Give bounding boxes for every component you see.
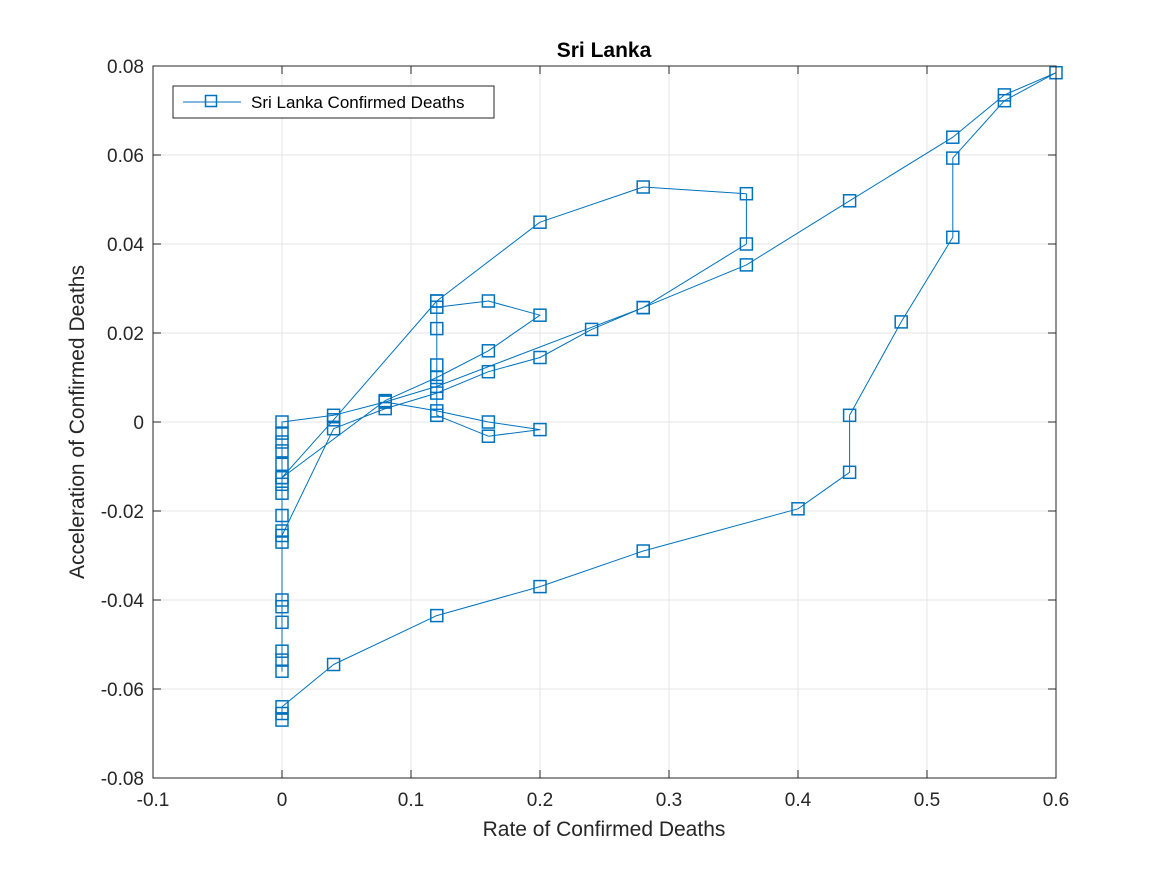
x-tick-label: 0.5	[914, 790, 940, 811]
data-point-marker	[894, 315, 908, 329]
legend: Sri Lanka Confirmed Deaths	[172, 85, 495, 119]
y-tick-label: 0	[133, 413, 144, 434]
data-point-marker	[533, 215, 547, 229]
data-point-marker	[430, 294, 444, 308]
data-point-marker	[275, 700, 289, 714]
data-point-marker	[275, 644, 289, 658]
data-point-marker	[430, 379, 444, 394]
legend-marker-square	[204, 94, 218, 108]
data-point-marker	[481, 415, 496, 429]
data-point-marker	[739, 258, 754, 272]
data-series-layer	[275, 65, 1063, 727]
x-tick-label: 0.6	[1043, 790, 1069, 811]
data-point-marker	[584, 322, 599, 337]
data-point-marker	[430, 608, 444, 623]
data-point-marker	[533, 579, 547, 594]
y-tick-label: -0.08	[101, 769, 144, 790]
x-axis-label: Rate of Confirmed Deaths	[483, 818, 726, 841]
data-point-marker	[533, 350, 547, 365]
data-point-marker	[739, 186, 754, 201]
x-tick-label: 0.1	[398, 790, 424, 811]
data-point-marker	[533, 308, 547, 322]
data-point-marker	[997, 88, 1012, 102]
data-point-marker	[275, 653, 289, 667]
data-point-marker	[739, 237, 754, 251]
data-point-marker	[275, 615, 289, 630]
data-point-marker	[481, 294, 496, 308]
y-tick-label: 0.02	[107, 324, 144, 345]
data-point-marker	[842, 465, 857, 480]
y-tick-label: -0.04	[101, 591, 145, 612]
data-point-marker	[275, 535, 289, 549]
x-tick-label: 0	[277, 790, 288, 811]
data-point-marker	[430, 404, 444, 418]
data-point-marker	[636, 180, 650, 194]
series-line	[281, 72, 1057, 721]
data-point-marker	[946, 130, 960, 144]
data-point-marker	[481, 344, 496, 358]
data-point-marker	[275, 664, 289, 678]
data-point-marker	[275, 508, 289, 523]
data-point-marker	[275, 426, 289, 440]
data-point-marker	[275, 457, 289, 472]
data-point-marker	[275, 444, 289, 458]
data-point-marker	[326, 421, 341, 436]
data-point-marker	[275, 593, 289, 607]
data-point-marker	[275, 524, 289, 538]
data-point-marker	[275, 435, 289, 449]
data-point-marker	[326, 413, 341, 427]
data-point-marker	[842, 194, 857, 208]
data-point-marker	[636, 544, 650, 558]
data-point-marker	[636, 300, 650, 315]
y-tick-label: 0.06	[107, 146, 144, 167]
data-point-marker	[326, 657, 341, 672]
data-point-marker	[946, 230, 960, 245]
x-tick-label: 0.3	[656, 790, 682, 811]
y-tick-label: 0.08	[107, 57, 144, 78]
y-tick-label: -0.06	[101, 680, 144, 701]
data-point-marker	[275, 415, 289, 429]
y-tick-label: -0.02	[101, 502, 144, 523]
data-point-marker	[533, 422, 547, 437]
data-point-marker	[275, 470, 289, 485]
data-point-marker	[430, 321, 444, 336]
chart-title: Sri Lanka	[557, 39, 652, 62]
y-tick-label: 0.04	[107, 235, 144, 256]
data-point-marker	[378, 395, 392, 409]
data-point-marker	[430, 358, 444, 372]
data-point-marker	[275, 486, 289, 500]
x-tick-label: 0.2	[527, 790, 553, 811]
y-axis-label: Acceleration of Confirmed Deaths	[66, 265, 89, 579]
tick-marks	[152, 65, 1057, 779]
data-point-marker	[481, 364, 496, 379]
data-point-marker	[946, 151, 960, 165]
data-point-marker	[791, 502, 805, 516]
data-point-marker	[481, 429, 496, 443]
legend-label: Sri Lanka Confirmed Deaths	[251, 93, 465, 112]
data-point-marker	[842, 408, 857, 423]
x-tick-label: 0.4	[785, 790, 812, 811]
x-tick-labels: -0.1 0 0.1 0.2 0.3 0.4 0.5 0.6	[137, 790, 1070, 811]
y-tick-labels: -0.08 -0.06 -0.04 -0.02 0 0.02 0.04 0.06 0.08	[101, 57, 145, 790]
x-tick-label: -0.1	[137, 790, 170, 811]
